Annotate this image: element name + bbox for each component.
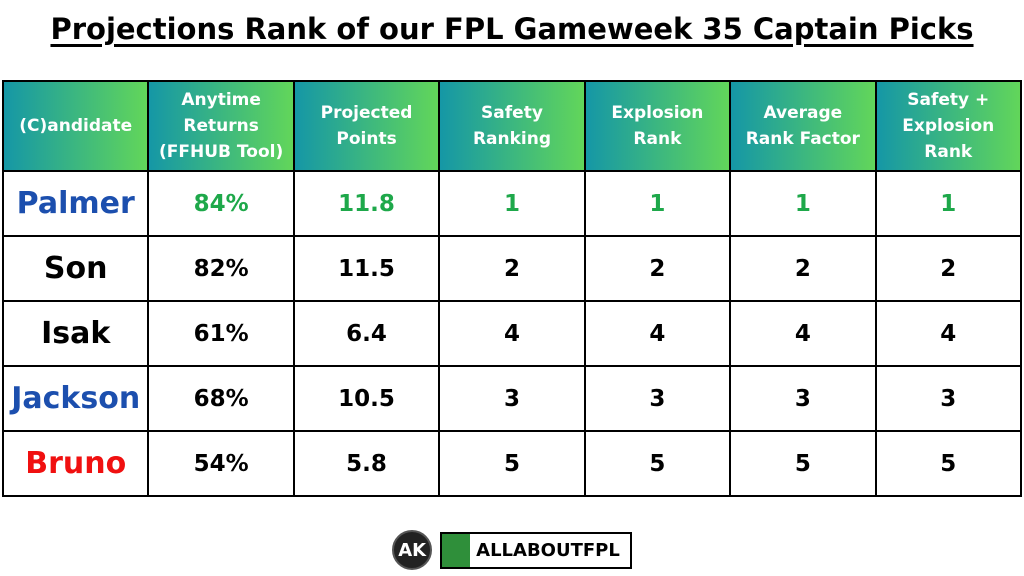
candidate-name: Son xyxy=(1,235,150,302)
brand: ALLABOUTFPL xyxy=(440,531,632,569)
table-cell: 1 xyxy=(729,170,877,237)
table-cell: 1 xyxy=(583,170,732,237)
table-cell: 4 xyxy=(729,300,877,367)
candidate-name: Jackson xyxy=(1,365,150,432)
table-cell: 2 xyxy=(583,235,732,302)
table-cell: 3 xyxy=(729,365,877,432)
table-row: Son 82% 11.5 2 2 2 2 xyxy=(1,235,1023,302)
column-header: (C)andidate xyxy=(1,80,150,172)
candidate-name: Isak xyxy=(1,300,150,367)
table-cell: 10.5 xyxy=(292,365,441,432)
table-cell: 68% xyxy=(147,365,295,432)
table-cell: 11.5 xyxy=(292,235,441,302)
header-row: (C)andidate Anytime Returns (FFHUB Tool) P… xyxy=(1,80,1023,172)
table-cell: 82% xyxy=(147,235,295,302)
table-cell: 6.4 xyxy=(292,300,441,367)
table-row: Palmer 84% 11.8 1 1 1 1 xyxy=(1,170,1023,237)
column-header: Average Rank Factor xyxy=(729,80,877,172)
table-cell: 5 xyxy=(874,430,1023,497)
badge: AK xyxy=(392,530,433,570)
table-cell: 2 xyxy=(438,235,586,302)
column-header: Safety + Explosion Rank xyxy=(874,80,1023,172)
table-cell: 11.8 xyxy=(292,170,441,237)
title-text: Projections Rank of our FPL Gameweek 35 … xyxy=(50,12,974,46)
candidate-name: Palmer xyxy=(1,170,150,237)
table: (C)andidate Anytime Returns (FFHUB Tool) P… xyxy=(1,80,1023,497)
table-cell: 5 xyxy=(729,430,877,497)
table-cell: 84% xyxy=(147,170,295,237)
candidate-name: Bruno xyxy=(1,430,150,497)
title: Projections Rank of our FPL Gameweek 35 … xyxy=(0,12,1024,46)
table-cell: 5 xyxy=(583,430,732,497)
column-header: Explosion Rank xyxy=(583,80,732,172)
table-cell: 4 xyxy=(438,300,586,367)
table-row: Isak 61% 6.4 4 4 4 4 xyxy=(1,300,1023,367)
table-cell: 4 xyxy=(583,300,732,367)
table-row: Jackson 68% 10.5 3 3 3 3 xyxy=(1,365,1023,432)
table-cell: 3 xyxy=(583,365,732,432)
table-cell: 4 xyxy=(874,300,1023,367)
footer: AK ALLABOUTFPL xyxy=(0,530,1024,570)
table-cell: 1 xyxy=(874,170,1023,237)
column-header: Safety Ranking xyxy=(438,80,586,172)
table-cell: 5.8 xyxy=(292,430,441,497)
column-header: Projected Points xyxy=(292,80,441,172)
column-header: Anytime Returns (FFHUB Tool) xyxy=(147,80,295,172)
table-cell: 2 xyxy=(729,235,877,302)
table-cell: 3 xyxy=(874,365,1023,432)
table-body: Palmer 84% 11.8 1 1 1 1 Son 82% 11.5 2 2 2 2 Isak 61% 6.… xyxy=(1,170,1023,497)
table-row: Bruno 54% 5.8 5 5 5 5 xyxy=(1,430,1023,497)
table-cell: 61% xyxy=(147,300,295,367)
table-cell: 3 xyxy=(438,365,586,432)
table-cell: 1 xyxy=(438,170,586,237)
table-cell: 54% xyxy=(147,430,295,497)
table-cell: 2 xyxy=(874,235,1023,302)
table-cell: 5 xyxy=(438,430,586,497)
